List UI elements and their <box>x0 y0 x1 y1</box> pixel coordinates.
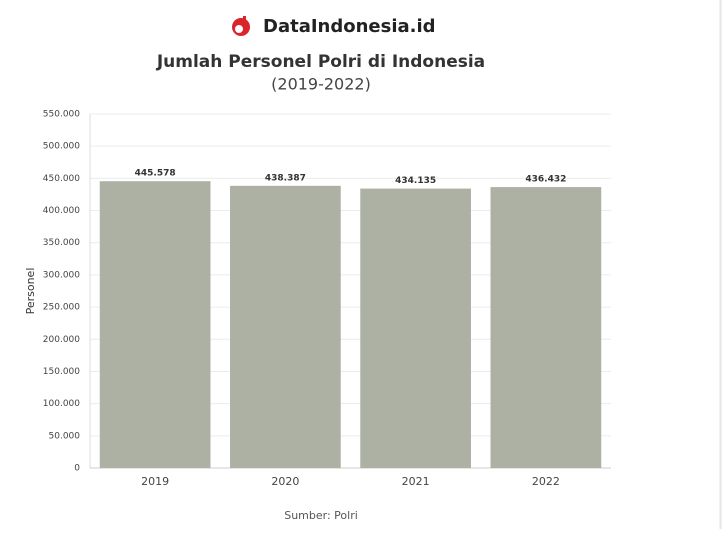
brand-logo <box>232 16 250 36</box>
value-label: 445.578 <box>135 169 176 179</box>
x-tick-label: 2019 <box>141 475 169 488</box>
y-tick-label: 350.000 <box>43 238 80 248</box>
y-tick-label: 500.000 <box>43 142 80 152</box>
bar <box>360 188 471 468</box>
x-tick-label: 2021 <box>402 475 430 488</box>
y-tick-label: 50.000 <box>49 431 81 441</box>
y-tick-label: 300.000 <box>43 270 80 280</box>
y-tick-label: 550.000 <box>43 110 80 120</box>
bar <box>490 187 602 468</box>
y-tick-label: 0 <box>74 464 80 474</box>
x-tick-label: 2022 <box>532 475 560 488</box>
y-tick-label: 400.000 <box>43 206 80 216</box>
chart-subtitle: (2019-2022) <box>271 75 371 94</box>
chart-title: Jumlah Personel Polri di Indonesia <box>156 52 485 72</box>
bar <box>230 185 341 468</box>
y-tick-label: 150.000 <box>43 367 80 377</box>
bar <box>99 181 211 469</box>
logo-stem <box>243 16 246 28</box>
brand: DataIndonesia.id <box>263 16 436 37</box>
source: Sumber: Polri <box>284 509 358 522</box>
y-tick-label: 100.000 <box>43 399 80 409</box>
x-tick-label: 2020 <box>271 475 299 488</box>
y-tick-label: 450.000 <box>43 174 80 184</box>
value-label: 434.135 <box>395 176 436 186</box>
value-label: 438.387 <box>265 173 306 183</box>
y-tick-label: 200.000 <box>43 335 80 345</box>
y-tick-label: 250.000 <box>43 303 80 313</box>
logo-hole <box>235 25 243 33</box>
value-label: 436.432 <box>525 175 566 185</box>
y-axis-label: Personel <box>24 268 37 315</box>
